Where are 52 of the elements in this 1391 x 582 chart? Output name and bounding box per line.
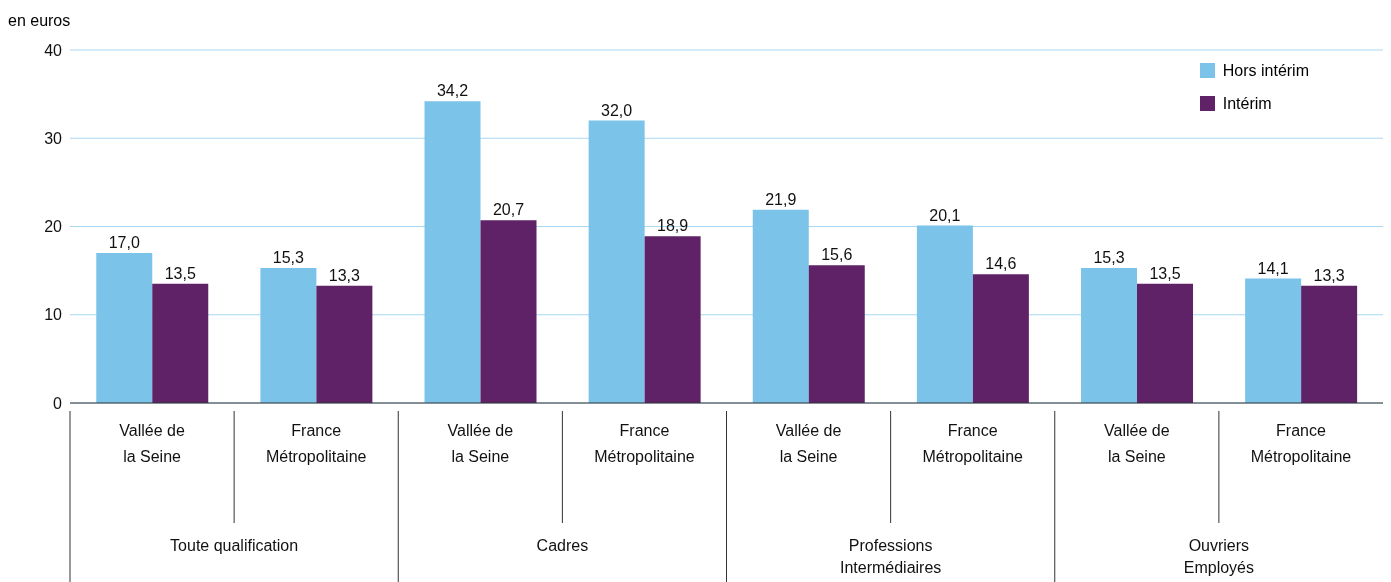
data-label: 14,6 bbox=[985, 255, 1017, 273]
text: Ouvriers Employés bbox=[1183, 537, 1254, 576]
y-tick-label: 20 bbox=[44, 218, 63, 236]
bar bbox=[1137, 283, 1194, 403]
bar bbox=[480, 220, 537, 403]
bar bbox=[972, 274, 1029, 403]
bar bbox=[644, 236, 701, 403]
data-label: 34,2 bbox=[436, 82, 469, 100]
y-tick-label: 10 bbox=[44, 306, 63, 324]
y-tick-label: 30 bbox=[44, 129, 63, 147]
data-label: 14,1 bbox=[1257, 259, 1289, 277]
bar bbox=[152, 283, 209, 403]
y-tick-label: 0 bbox=[53, 394, 63, 412]
bar bbox=[260, 267, 317, 403]
bar bbox=[1301, 285, 1358, 403]
y-axis-title: en euros bbox=[8, 12, 71, 30]
bar bbox=[424, 101, 481, 403]
bar bbox=[96, 252, 153, 403]
data-label: 21,9 bbox=[765, 190, 797, 208]
data-label: 20,1 bbox=[929, 206, 961, 224]
x-tick-label: France Métropolitaine bbox=[1250, 422, 1352, 465]
bar bbox=[1245, 278, 1302, 403]
x-tick-label: France Métropolitaine bbox=[265, 422, 367, 465]
x-tick-label: Vallée de la Seine bbox=[1104, 422, 1170, 465]
x-tick-label: Vallée de la Seine bbox=[119, 422, 185, 465]
bar bbox=[588, 120, 645, 403]
data-label: 13,5 bbox=[1149, 264, 1181, 282]
text: Professions Intermédiaires bbox=[839, 537, 942, 576]
data-label: 13,5 bbox=[164, 264, 196, 282]
data-label: 13,3 bbox=[1313, 266, 1345, 284]
bar bbox=[316, 285, 373, 403]
data-label: 18,9 bbox=[657, 217, 689, 235]
text: Cadres bbox=[536, 537, 589, 554]
x-tick-label: Vallée de la Seine bbox=[447, 422, 514, 465]
data-label: 17,0 bbox=[108, 233, 140, 251]
y-tick-label: 40 bbox=[44, 41, 63, 59]
legend-label: Intérim bbox=[1222, 94, 1272, 113]
x-tick-label: France Métropolitaine bbox=[594, 422, 695, 465]
bar bbox=[808, 265, 865, 403]
data-label: 13,3 bbox=[328, 266, 361, 284]
data-label: 15,3 bbox=[1093, 248, 1125, 266]
data-label: 15,6 bbox=[821, 246, 853, 264]
text: Toute qualification bbox=[170, 537, 299, 554]
data-label: 15,3 bbox=[272, 248, 305, 266]
x-tick-label: Vallée de la Seine bbox=[775, 422, 842, 465]
legend-label: Hors intérim bbox=[1222, 61, 1309, 80]
bar bbox=[916, 225, 973, 403]
bar bbox=[1081, 267, 1138, 403]
bar bbox=[752, 209, 809, 403]
data-label: 32,0 bbox=[601, 101, 633, 119]
data-label: 20,7 bbox=[492, 201, 525, 219]
x-tick-label: France Métropolitaine bbox=[922, 422, 1024, 465]
